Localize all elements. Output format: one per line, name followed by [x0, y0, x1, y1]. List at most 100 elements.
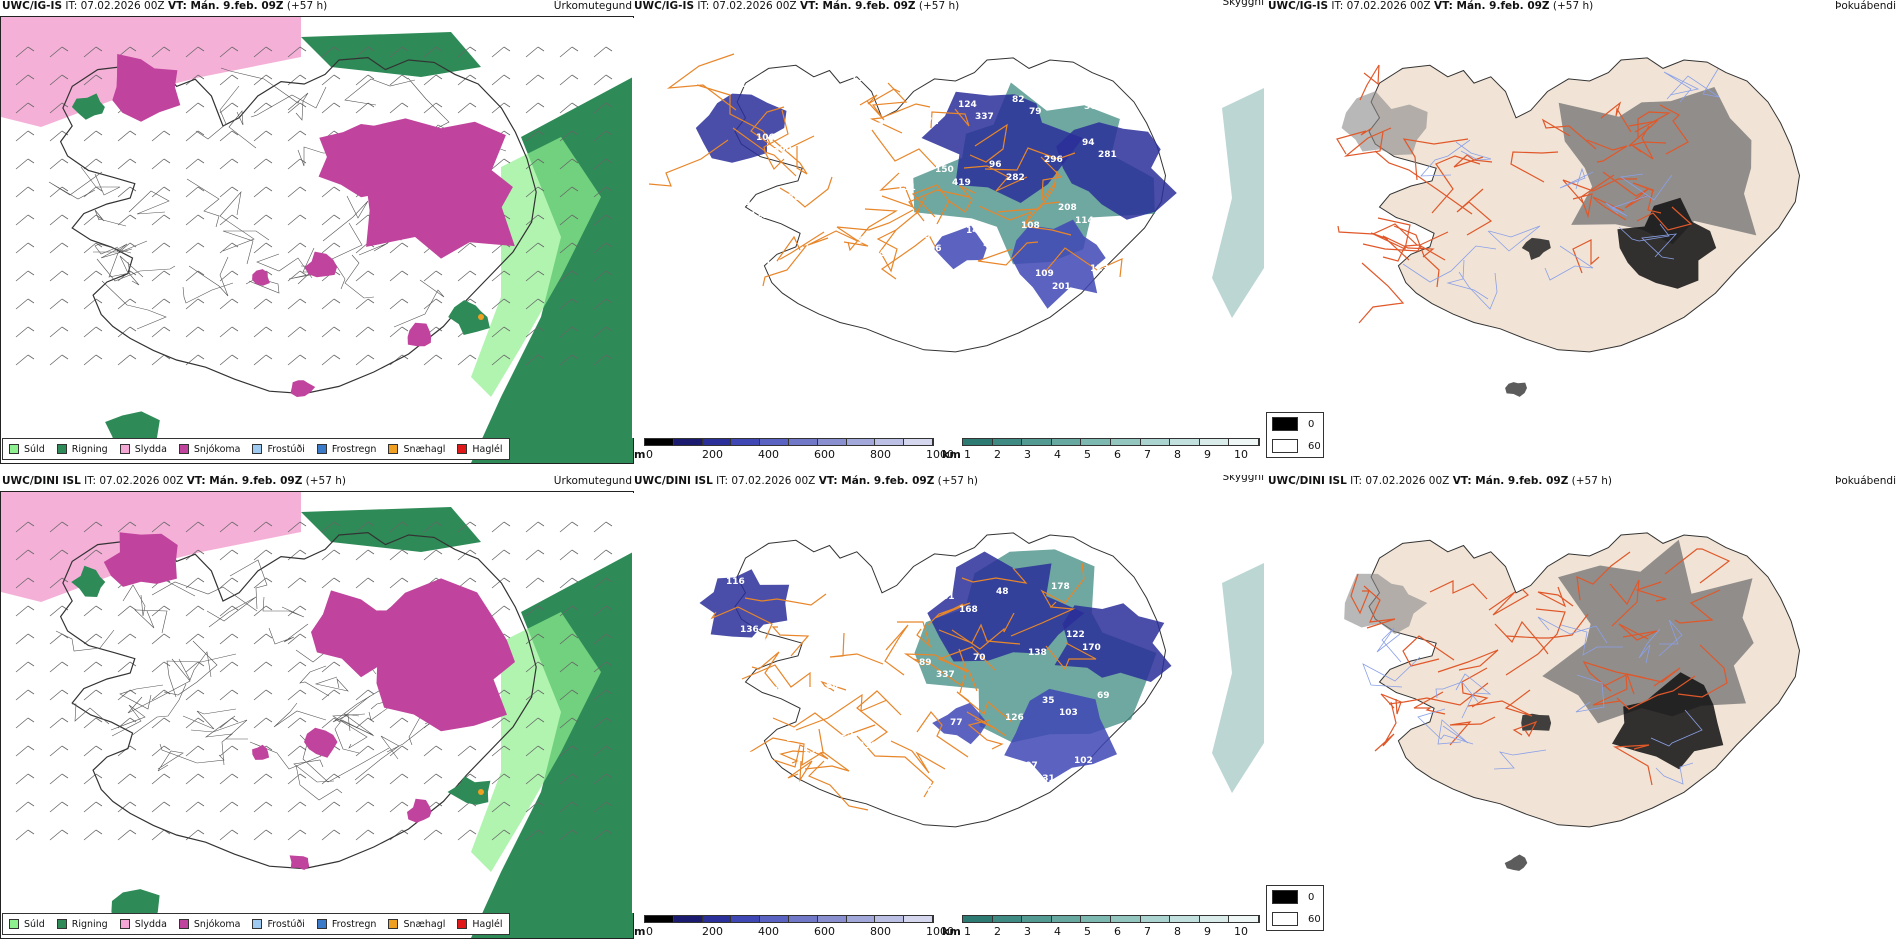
cloud-colorbar-tick: 9 — [1204, 925, 1211, 938]
snow-depth-label: 89 — [818, 554, 831, 564]
snow-colorbar-tick: 800 — [870, 925, 891, 938]
snow-depth-label: 83 — [896, 724, 909, 734]
snow-depth-label: 166 — [834, 302, 853, 312]
snow-depth-label: 107 — [1019, 761, 1038, 771]
snow-depth-label: 114 — [1075, 216, 1094, 226]
cloud-colorbar-tick: 3 — [1024, 925, 1031, 938]
snow-depth-label: 108 — [1021, 221, 1040, 231]
snow-depth-label: 78 — [788, 193, 801, 203]
snow-depth-label: 256 — [858, 741, 877, 751]
snow-depth-label: 91 — [880, 171, 893, 181]
snow-colorbar-tick: 0 — [646, 448, 653, 461]
snow-depth-map: 94 73 91 116 208 124 57 106 109 150 166 101 82 109 104… — [632, 18, 1268, 438]
fog-index-panel: UWC/IG-IS IT: 07.02.2026 00Z VT: Mán. 9.… — [1266, 0, 1900, 470]
snow-depth-label: 54 — [805, 206, 818, 216]
snow-colorbar-tick: 600 — [814, 925, 835, 938]
snow-colorbar-tick: 400 — [758, 448, 779, 461]
snow-depth-label: 472 — [920, 117, 939, 127]
panel-title: Þokuábendi — [1835, 475, 1896, 487]
snow-depth-label: 121 — [795, 620, 814, 630]
precip-type-panel: UWC/IG-IS IT: 07.02.2026 00Z VT: Mán. 9.… — [0, 0, 636, 470]
cloud-colorbar-tick: 4 — [1054, 925, 1061, 938]
snow-cloud-panel: UWC/IG-IS IT: 07.02.2026 00Z VT: Mán. 9.… — [632, 0, 1268, 470]
snow-depth-label: 136 — [740, 625, 759, 635]
precip-legend-item: Haglél — [457, 919, 503, 930]
precip-legend-item: Slydda — [119, 444, 167, 455]
panel-title: Skyggni — [1222, 0, 1265, 8]
precip-legend-item: Rigning — [56, 444, 108, 455]
snow-depth-label: 126 — [1005, 713, 1024, 723]
snow-depth-label: 70 — [973, 653, 986, 663]
snow-depth-label: 94 — [1082, 138, 1095, 148]
precip-legend-item: Rigning — [56, 919, 108, 930]
snow-depth-label: 150 — [935, 165, 954, 175]
map-frame — [0, 16, 634, 464]
map-frame — [0, 491, 634, 939]
snow-colorbar: m 0 200 400 600 800 1000 — [634, 915, 954, 945]
snow-depth-label: 135 — [851, 74, 870, 84]
snow-depth-label: 160 — [881, 675, 900, 685]
cloud-colorbar-tick: 2 — [994, 448, 1001, 461]
cloud-colorbar-tick: 9 — [1204, 448, 1211, 461]
fog-legend-item: 0 — [1272, 890, 1314, 904]
precip-legend-item: Snæhagl — [388, 444, 445, 455]
cloud-colorbar-tick: 8 — [1174, 925, 1181, 938]
snow-depth-label: 124 — [958, 100, 977, 110]
snow-depth-label: 135 — [803, 746, 822, 756]
snow-depth-label: 281 — [1098, 150, 1117, 160]
precip-legend-item: Frostúði — [252, 919, 305, 930]
fog-legend: 0 60 — [1266, 885, 1324, 931]
snow-depth-label: 81 — [942, 592, 955, 602]
snow-depth-label: 196 — [998, 287, 1017, 297]
precip-legend-item: Slydda — [119, 919, 167, 930]
fog-legend: 0 60 — [1266, 412, 1324, 458]
snow-depth-label: 106 — [756, 133, 775, 143]
snow-depth-label: 300 — [773, 145, 792, 155]
snow-depth-label: 82 — [1012, 95, 1025, 105]
fog-legend-item: 0 — [1272, 417, 1314, 431]
panel-header: UWC/DINI ISL IT: 07.02.2026 00Z VT: Mán.… — [2, 475, 346, 487]
panel-header: UWC/DINI ISL IT: 07.02.2026 00Z VT: Mán.… — [1268, 475, 1612, 487]
panel-title: Þokuábendi — [1835, 0, 1896, 12]
precip-legend-item: Frostregn — [316, 444, 376, 455]
snow-depth-label: 337 — [936, 670, 955, 680]
snow-depth-label: 102 — [1074, 756, 1093, 766]
snow-depth-label: 122 — [1066, 630, 1085, 640]
precip-type-map — [1, 17, 633, 463]
snow-depth-label: 116 — [779, 307, 798, 317]
snow-depth-label: 258 — [904, 610, 923, 620]
snow-depth-label: 235 — [943, 292, 962, 302]
precip-legend: Súld Rigning Slydda Snjókoma Frostúði Frostre… — [2, 913, 510, 935]
snow-depth-label: 123 — [1090, 264, 1109, 274]
cloud-colorbar-tick: 6 — [1114, 925, 1121, 938]
snow-depth-label: 141 — [1067, 90, 1086, 100]
snow-depth-label: 131 — [1036, 774, 1055, 784]
snow-depth-label: 128 — [888, 297, 907, 307]
snow-depth-label: 134 — [796, 79, 815, 89]
snow-depth-label: 103 — [1059, 708, 1078, 718]
precip-legend-item: Súld — [9, 919, 45, 930]
snow-depth-label: 419 — [952, 178, 971, 188]
precip-legend-item: Snjókoma — [178, 444, 240, 455]
fog-index-panel: UWC/DINI ISL IT: 07.02.2026 00Z VT: Mán.… — [1266, 475, 1900, 945]
snow-depth-label: 299 — [874, 249, 893, 259]
cloud-colorbar: km 1 2 3 4 5 6 7 8 9 10 — [942, 915, 1264, 945]
snow-depth-label: 307 — [1084, 102, 1103, 112]
snow-depth-label: 95 — [841, 729, 854, 739]
cloud-colorbar-tick: 7 — [1144, 925, 1151, 938]
fog-legend-item: 60 — [1272, 439, 1321, 453]
precip-legend-item: Snæhagl — [388, 919, 445, 930]
snow-depth-map: 105 122 190 98 68 35 81 95 136 107 89 89 69 48 83 121 10… — [632, 493, 1268, 913]
snow-depth-label: 178 — [1051, 582, 1070, 592]
panel-header: UWC/IG-IS IT: 07.02.2026 00Z VT: Mán. 9.… — [2, 0, 328, 12]
panel-title: Úrkomutegund — [553, 0, 632, 12]
snow-depth-label: 92 — [835, 567, 848, 577]
precip-legend-item: Snjókoma — [178, 919, 240, 930]
snow-depth-label: 104 — [811, 128, 830, 138]
snow-colorbar-tick: 1000 — [926, 925, 954, 938]
snow-colorbar-tick: 0 — [646, 925, 653, 938]
cloud-colorbar-unit: km — [942, 925, 961, 938]
cloud-colorbar-tick: 7 — [1144, 448, 1151, 461]
cloud-colorbar-tick: 10 — [1234, 448, 1248, 461]
snow-colorbar-tick: 800 — [870, 448, 891, 461]
